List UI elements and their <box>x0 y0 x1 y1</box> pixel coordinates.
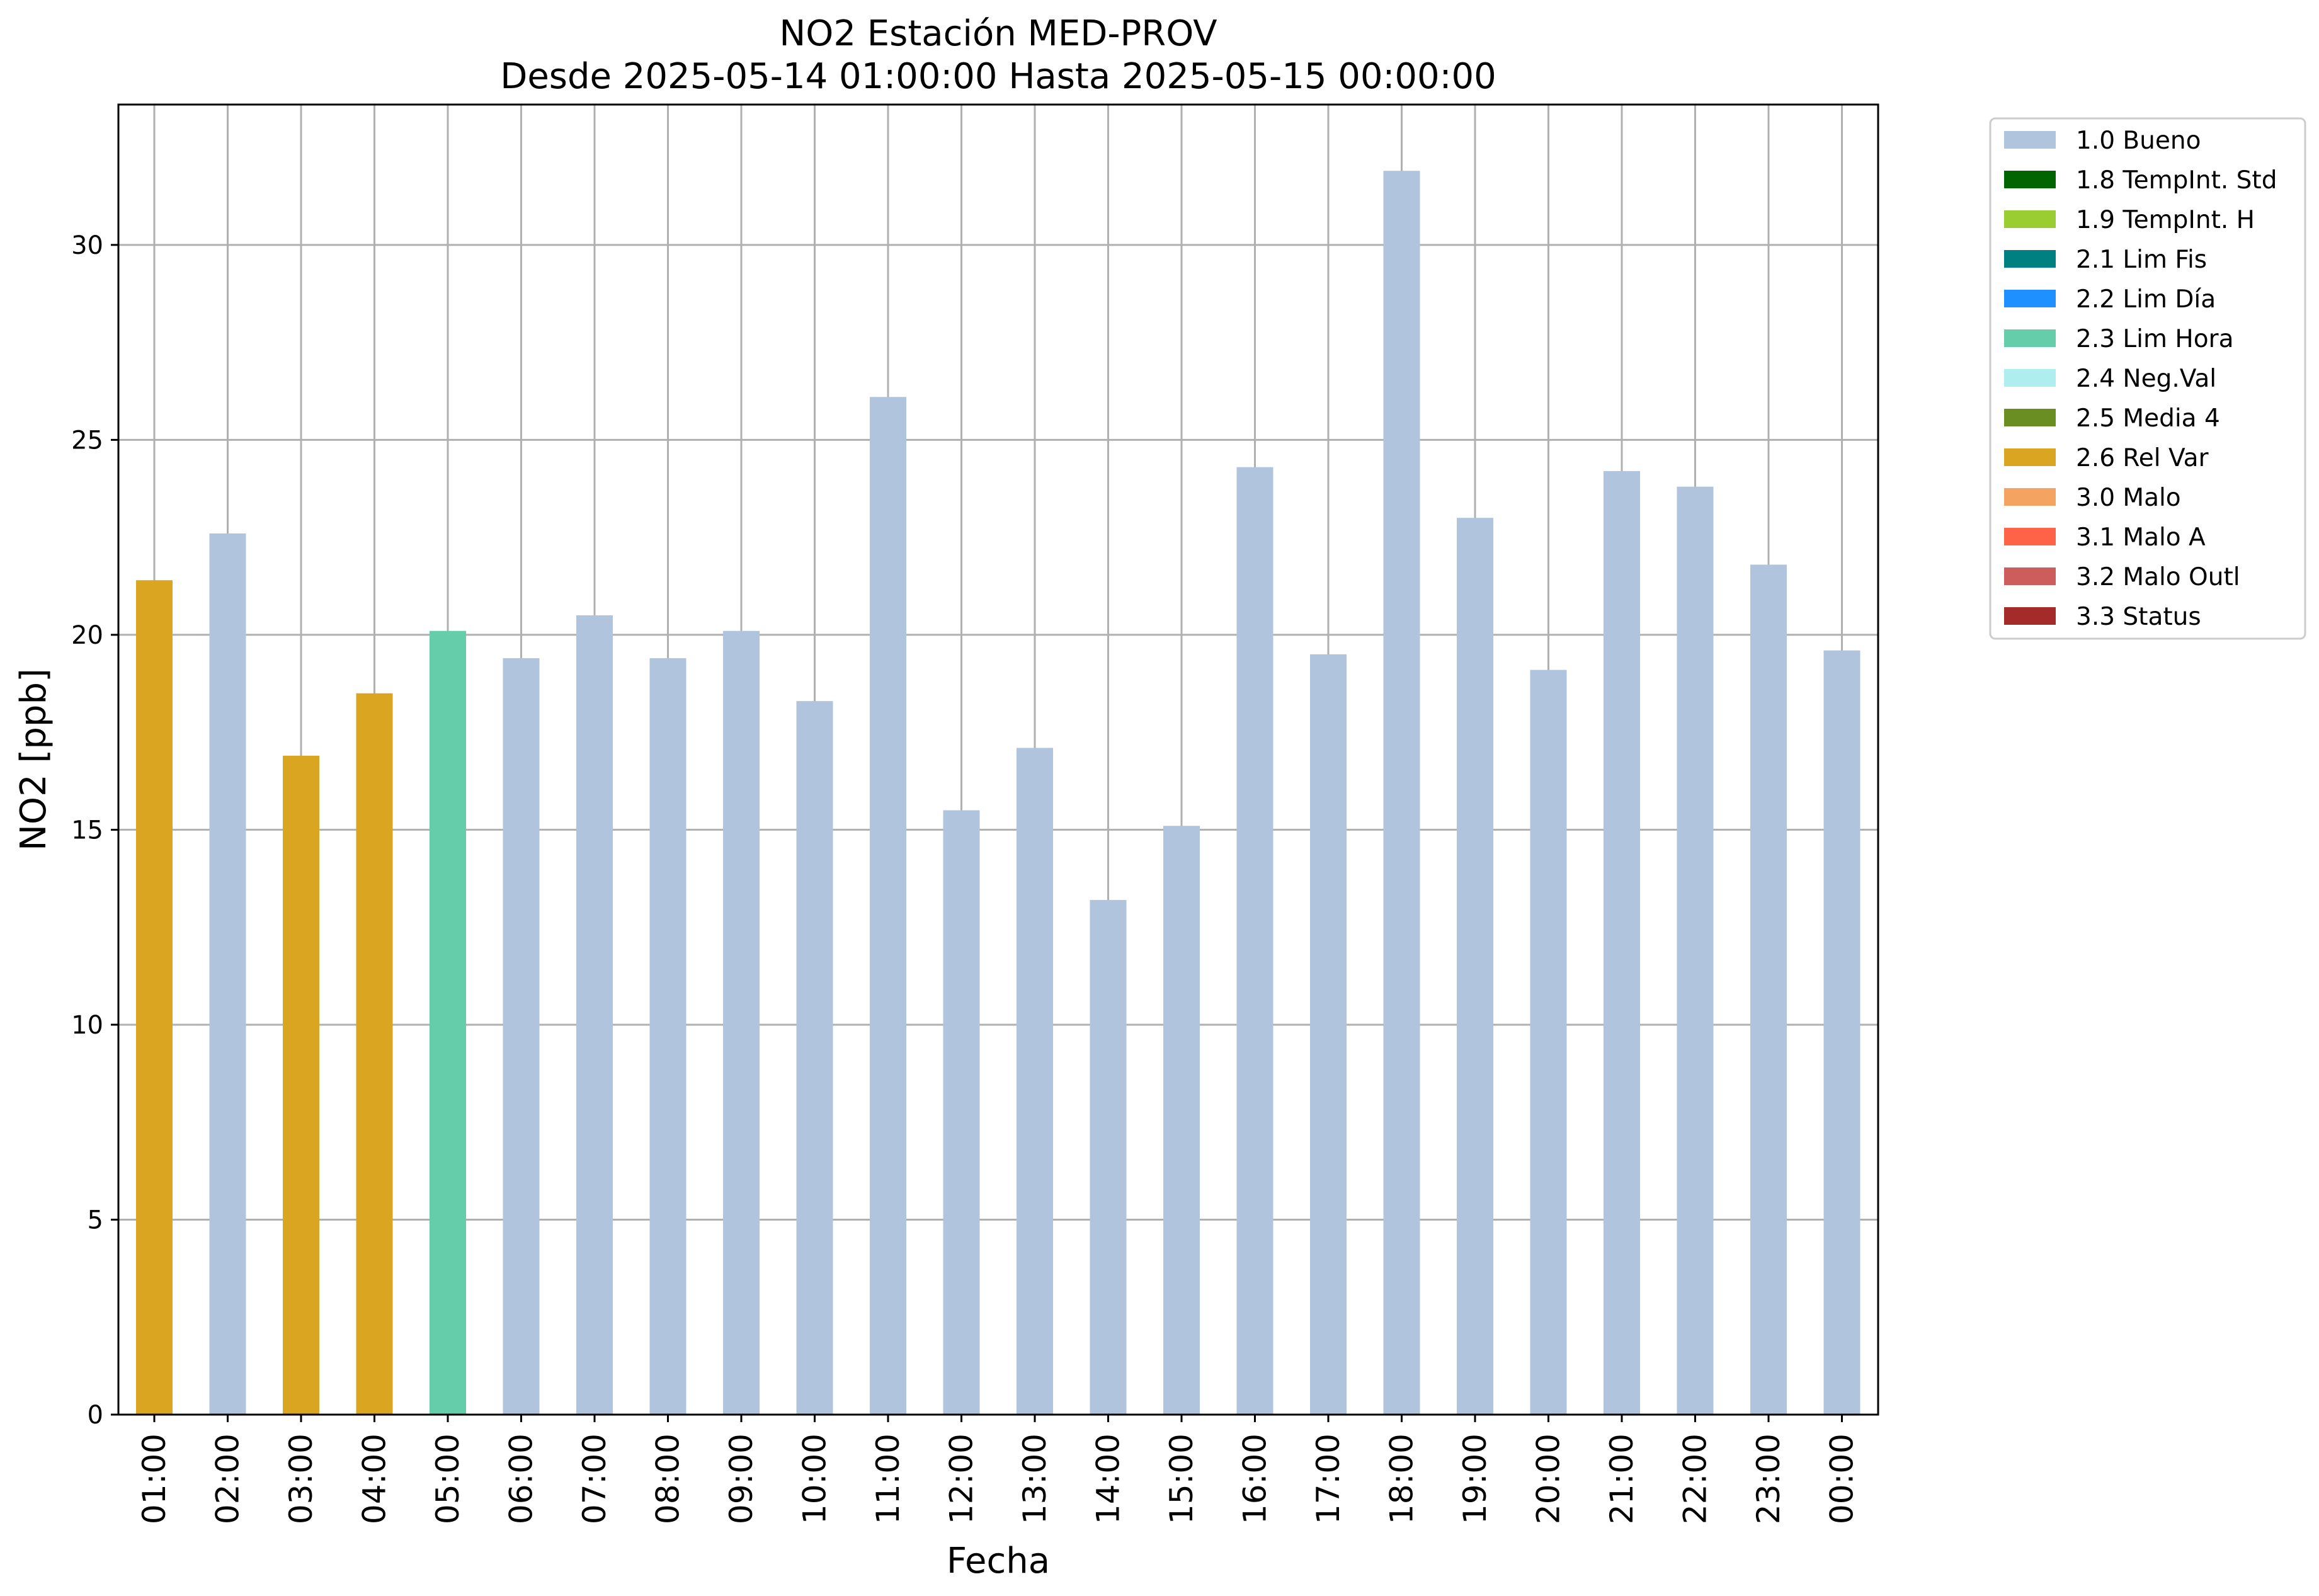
bar <box>576 615 613 1415</box>
bar <box>1457 518 1493 1415</box>
x-tick-label: 03:00 <box>283 1434 319 1524</box>
x-tick-label: 10:00 <box>797 1434 833 1524</box>
legend-swatch <box>2004 488 2056 506</box>
x-tick-label: 11:00 <box>870 1434 906 1524</box>
legend-label: 3.0 Malo <box>2076 484 2181 512</box>
bar <box>136 580 173 1415</box>
x-tick-label: 23:00 <box>1750 1434 1787 1524</box>
legend-swatch <box>2004 250 2056 268</box>
legend-box <box>1989 117 2306 640</box>
y-tick-label: 15 <box>71 816 103 845</box>
legend-swatch <box>2004 567 2056 585</box>
legend-swatch <box>2004 329 2056 347</box>
legend-swatch <box>2004 369 2056 387</box>
legend-label: 2.4 Neg.Val <box>2076 365 2216 393</box>
bar <box>1823 650 1860 1415</box>
x-tick-label: 07:00 <box>576 1434 613 1524</box>
x-tick-label: 05:00 <box>430 1434 466 1524</box>
x-axis-label: Fecha <box>947 1541 1050 1582</box>
y-tick-label: 30 <box>71 231 103 260</box>
x-tick-label: 13:00 <box>1017 1434 1053 1524</box>
y-tick-label: 25 <box>71 426 103 455</box>
x-tick-label: 15:00 <box>1163 1434 1200 1524</box>
x-tick-label: 08:00 <box>650 1434 687 1524</box>
bar <box>1310 654 1347 1415</box>
plot-frame <box>117 103 1879 1416</box>
y-tick-label: 10 <box>71 1011 103 1040</box>
x-tick-label: 19:00 <box>1457 1434 1493 1524</box>
bar <box>356 693 393 1415</box>
legend-label: 1.9 TempInt. H <box>2076 206 2255 234</box>
bar <box>1677 486 1714 1415</box>
legend-label: 3.1 Malo A <box>2076 523 2206 552</box>
bar <box>430 630 466 1415</box>
legend-label: 2.2 Lim Día <box>2076 285 2216 314</box>
x-tick-label: 02:00 <box>210 1434 246 1524</box>
x-tick-label: 22:00 <box>1677 1434 1714 1524</box>
x-tick-label: 18:00 <box>1384 1434 1420 1524</box>
bar <box>1604 470 1640 1415</box>
x-tick-label: 00:00 <box>1824 1434 1860 1524</box>
x-tick-label: 01:00 <box>136 1434 173 1524</box>
legend-label: 2.6 Rel Var <box>2076 444 2209 472</box>
legend: 1.0 Bueno 1.8 TempInt. Std 1.9 TempInt. H 2… <box>1989 117 2306 640</box>
legend-swatch <box>2004 409 2056 426</box>
bar <box>283 755 319 1415</box>
legend-label: 3.2 Malo Outl <box>2076 563 2240 591</box>
legend-swatch <box>2004 607 2056 625</box>
x-tick-label: 16:00 <box>1237 1434 1273 1524</box>
legend-label: 1.8 TempInt. Std <box>2076 166 2277 195</box>
bar <box>723 630 760 1415</box>
chart-title: NO2 Estación MED-PROV <box>779 13 1217 54</box>
y-tick-label: 0 <box>88 1401 103 1430</box>
x-tick-label: 20:00 <box>1530 1434 1567 1524</box>
bar <box>649 658 687 1415</box>
bar <box>870 397 906 1415</box>
legend-label: 3.3 Status <box>2076 603 2201 631</box>
bar <box>503 658 540 1415</box>
x-tick-label: 14:00 <box>1090 1434 1127 1524</box>
chart-subtitle: Desde 2025-05-14 01:00:00 Hasta 2025-05-… <box>500 56 1496 97</box>
legend-swatch <box>2004 290 2056 307</box>
x-tick-label: 12:00 <box>943 1434 980 1524</box>
y-tick-label: 5 <box>88 1206 103 1234</box>
bar <box>1530 670 1567 1415</box>
x-tick-label: 06:00 <box>503 1434 540 1524</box>
legend-label: 2.3 Lim Hora <box>2076 325 2234 353</box>
bar <box>1090 899 1127 1415</box>
y-tick-label: 20 <box>71 621 103 650</box>
bar <box>1750 564 1787 1415</box>
bar <box>1383 171 1420 1415</box>
x-tick-layer: 01:00 02:00 03:00 04:00 05:00 06:00 07:00 08:00… <box>136 1415 1860 1524</box>
x-tick-label: 09:00 <box>723 1434 760 1524</box>
legend-swatch <box>2004 171 2056 188</box>
bar <box>209 533 246 1415</box>
legend-label: 2.1 Lim Fis <box>2076 246 2207 274</box>
legend-swatch <box>2004 528 2056 545</box>
bar <box>1163 826 1200 1415</box>
y-axis-label: NO2 [ppb] <box>13 668 54 851</box>
bar <box>1236 467 1273 1415</box>
bar <box>943 810 980 1415</box>
x-tick-label: 21:00 <box>1604 1434 1640 1524</box>
legend-swatch <box>2004 131 2056 149</box>
legend-swatch <box>2004 210 2056 228</box>
bar <box>796 701 833 1415</box>
legend-label: 1.0 Bueno <box>2076 127 2201 155</box>
y-tick-layer: 0 5 10 15 20 25 30 <box>71 231 118 1430</box>
x-tick-label: 04:00 <box>356 1434 393 1524</box>
bar <box>1017 748 1053 1415</box>
x-tick-label: 17:00 <box>1310 1434 1347 1524</box>
bar-layer <box>136 171 1860 1415</box>
legend-swatch <box>2004 448 2056 466</box>
legend-label: 2.5 Media 4 <box>2076 404 2220 433</box>
